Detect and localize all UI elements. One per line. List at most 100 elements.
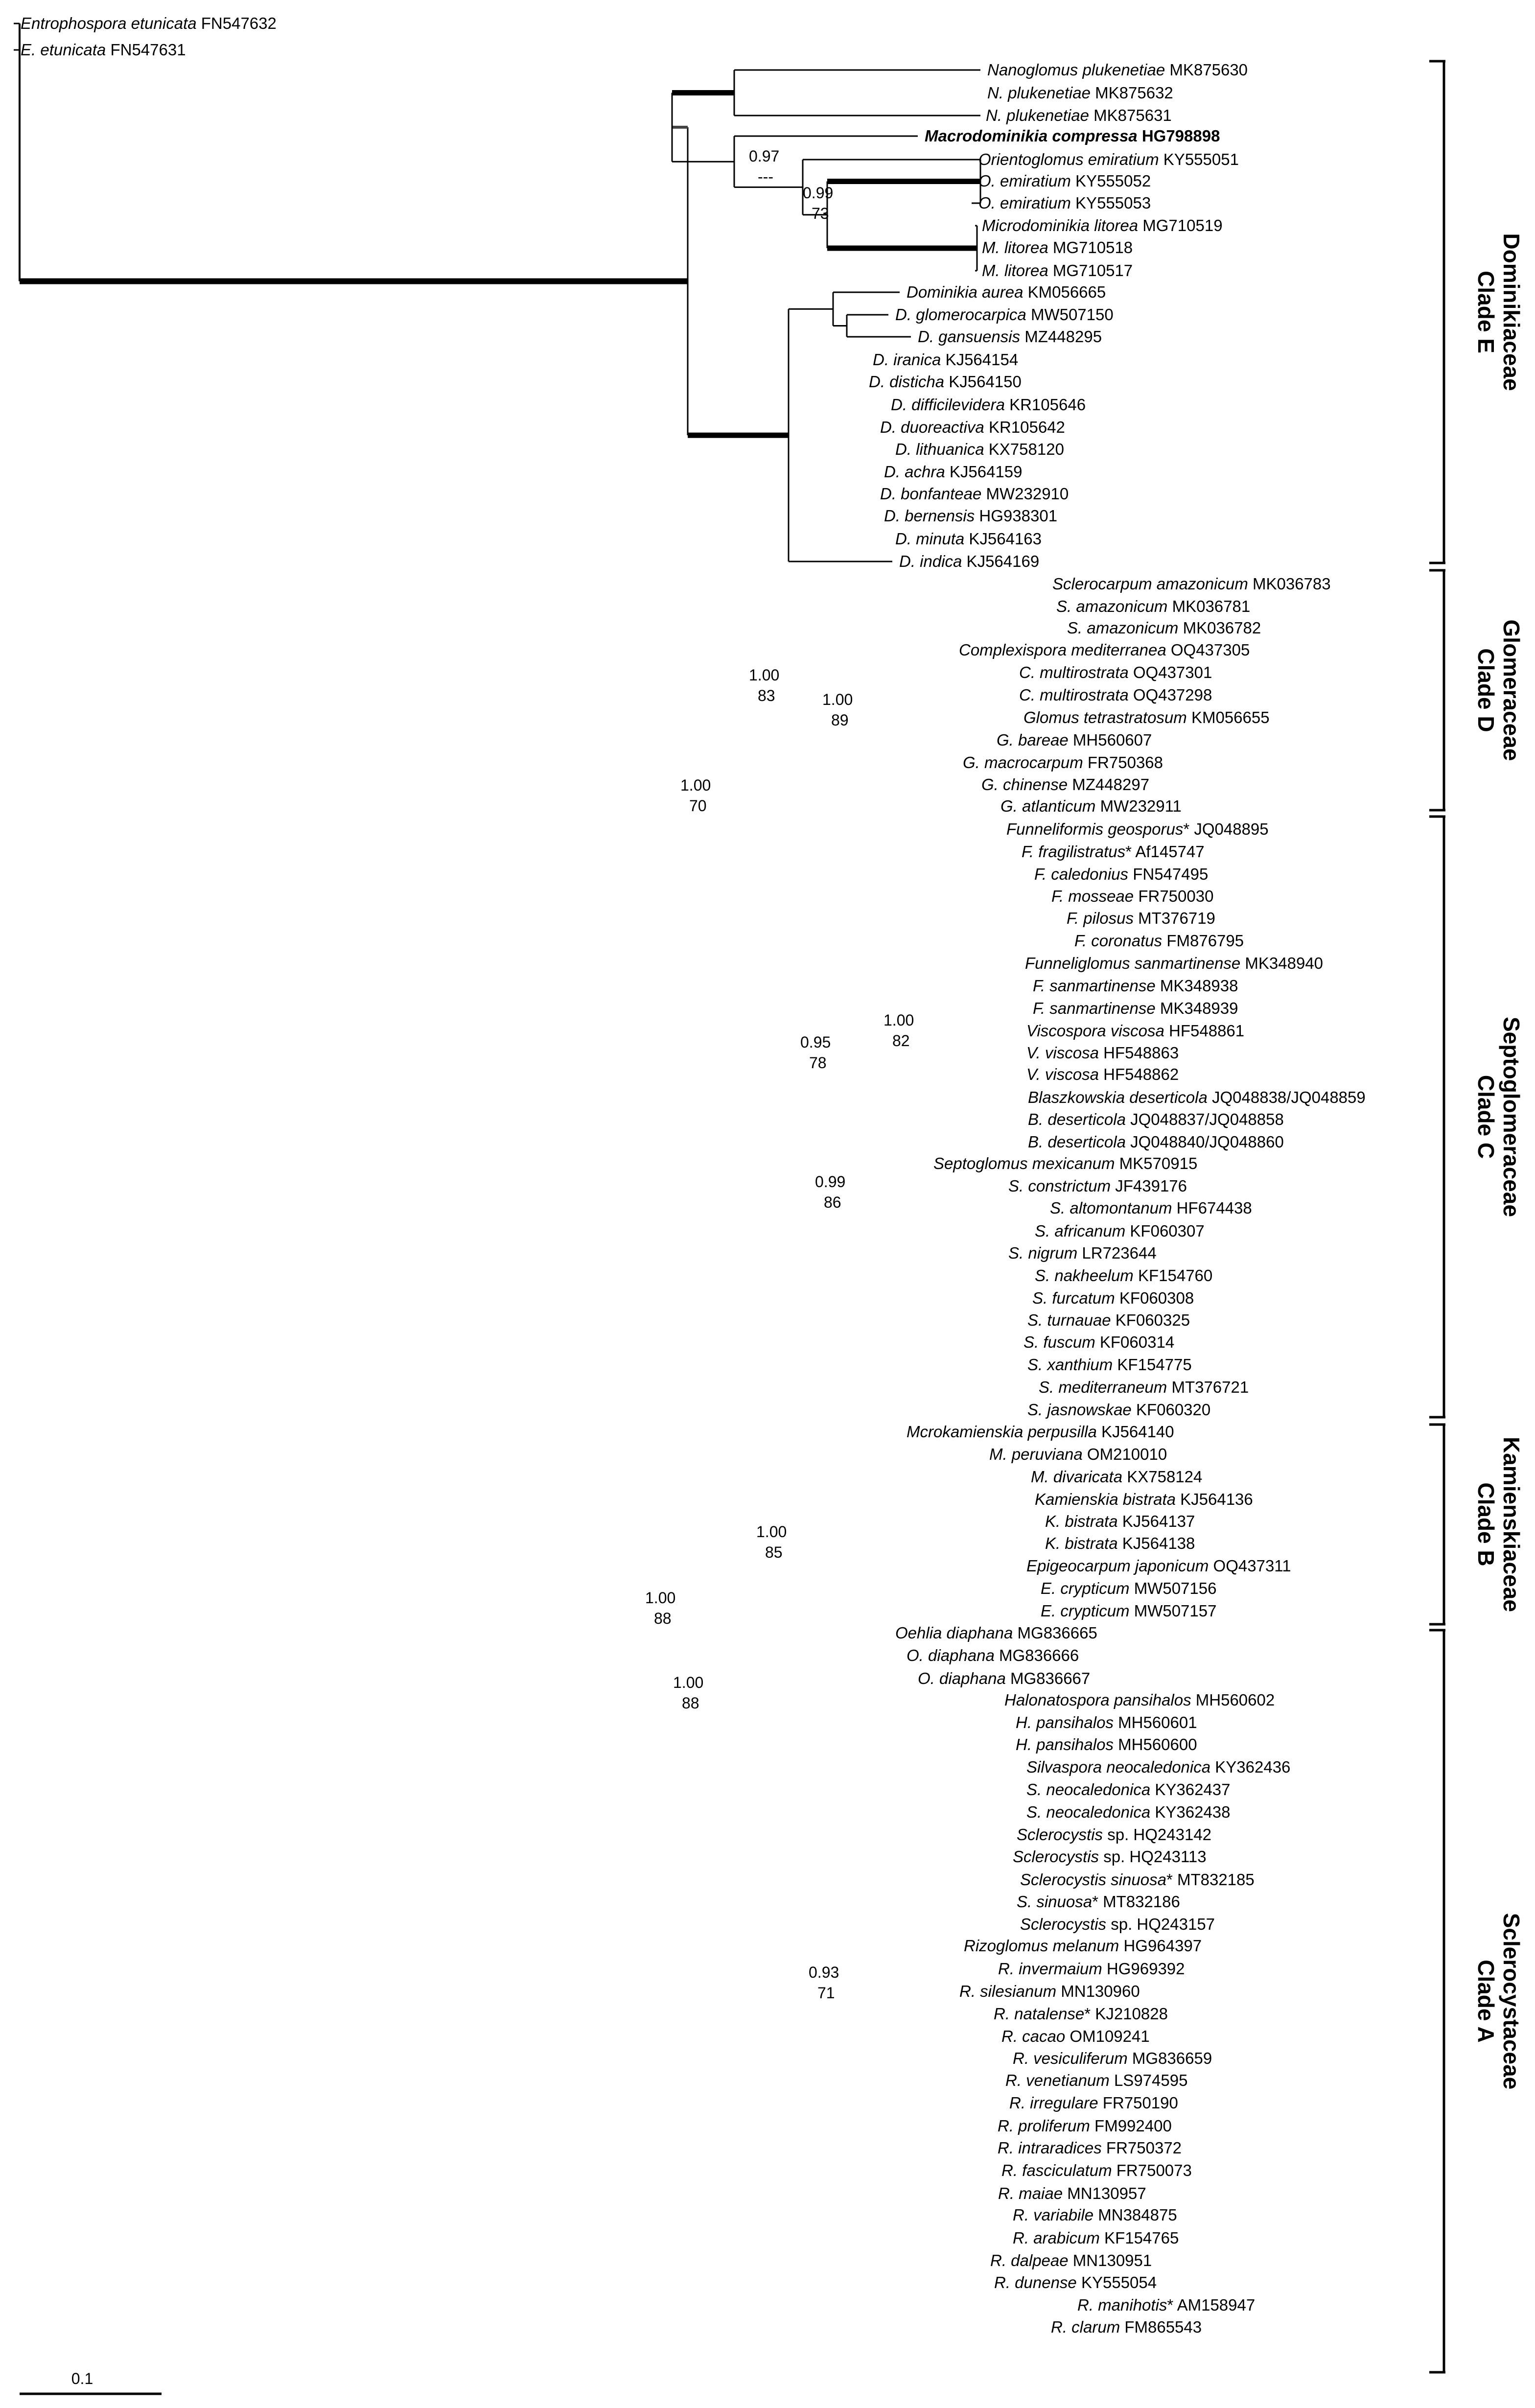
tip-accession: HG969392 bbox=[1102, 1960, 1185, 1978]
tip-taxon: E. crypticum bbox=[1041, 1602, 1130, 1620]
tip-taxon: Orientoglomus emiratium bbox=[978, 150, 1159, 168]
tip-taxon: D. glomerocarpica bbox=[895, 305, 1026, 324]
tip-label: R. cacao OM109241 bbox=[1001, 2027, 1150, 2045]
tip-taxon: R. clarum bbox=[1051, 2318, 1120, 2336]
tip-taxon: M. divaricata bbox=[1031, 1468, 1122, 1486]
tip-taxon: S. turnauae bbox=[1027, 1311, 1111, 1329]
tip-taxon: Microdominikia litorea bbox=[982, 216, 1138, 234]
tip-accession: LR723644 bbox=[1077, 1244, 1156, 1262]
tip-label: Funneliglomus sanmartinense MK348940 bbox=[1025, 954, 1323, 972]
clade-name: Clade A bbox=[1473, 1960, 1499, 2043]
tip-label: D. duoreactiva KR105642 bbox=[880, 418, 1065, 436]
scale-bar: 0.1 bbox=[20, 2370, 162, 2395]
tip-accession: MG836666 bbox=[995, 1646, 1079, 1664]
tip-label: Sclerocystis sp. HQ243142 bbox=[1017, 1825, 1211, 1844]
tip-accession: FR750190 bbox=[1098, 2094, 1178, 2112]
tip-accession: KX758124 bbox=[1122, 1468, 1202, 1486]
tip-label: V. viscosa HF548863 bbox=[1026, 1044, 1179, 1062]
tip-accession: JQ048838/JQ048859 bbox=[1208, 1088, 1366, 1106]
tip-accession: sp. HQ243157 bbox=[1106, 1915, 1215, 1933]
tip-label: S. furcatum KF060308 bbox=[1032, 1289, 1194, 1307]
tip-taxon: Dominikia aurea bbox=[907, 283, 1023, 301]
tip-label: Nanoglomus plukenetiae MK875630 bbox=[987, 61, 1248, 79]
posterior-probability: 1.00 bbox=[756, 1523, 787, 1541]
tip-label: S. amazonicum MK036782 bbox=[1067, 619, 1261, 637]
tip-label: F. coronatus FM876795 bbox=[1074, 932, 1244, 950]
tip-labels: Entrophospora etunicata FN547632 E. etuni… bbox=[21, 14, 1366, 2336]
tip-accession: MW507157 bbox=[1130, 1602, 1217, 1620]
tip-accession: MW232910 bbox=[981, 485, 1069, 503]
tip-taxon: R. dalpeae bbox=[990, 2251, 1069, 2269]
tip-taxon: D. bonfanteae bbox=[880, 485, 981, 503]
tip-accession: MN384875 bbox=[1093, 2206, 1177, 2224]
tip-label: K. bistrata KJ564137 bbox=[1045, 1512, 1195, 1530]
bootstrap-value: 82 bbox=[892, 1032, 910, 1050]
tip-label: R. arabicum KF154765 bbox=[1013, 2229, 1179, 2247]
tip-taxon: Kamienskia bistrata bbox=[1035, 1490, 1176, 1508]
tip-accession: KR105642 bbox=[984, 418, 1065, 436]
tip-taxon: D. disticha bbox=[869, 373, 944, 391]
tip-taxon: R. manihotis bbox=[1077, 2296, 1167, 2314]
tip-accession: KM056655 bbox=[1187, 708, 1270, 726]
tip-label: Dominikia aurea KM056665 bbox=[907, 283, 1106, 301]
tip-taxon: S. furcatum bbox=[1032, 1289, 1115, 1307]
tip-accession: HF674438 bbox=[1172, 1199, 1252, 1217]
tip-taxon: Macrodominikia compressa bbox=[925, 127, 1138, 145]
tip-accession: MG710517 bbox=[1048, 261, 1133, 280]
tip-label: E. crypticum MW507156 bbox=[1041, 1579, 1216, 1597]
tip-accession: MH560600 bbox=[1114, 1735, 1197, 1753]
tip-accession: FN547632 bbox=[197, 14, 277, 32]
tip-accession: MK348940 bbox=[1240, 954, 1323, 972]
tip-taxon: Mcrokamienskia perpusilla bbox=[907, 1423, 1097, 1441]
tip-taxon: S. mediterraneum bbox=[1039, 1378, 1167, 1396]
scale-bar-label: 0.1 bbox=[71, 2370, 93, 2387]
tip-taxon: R. intraradices bbox=[998, 2139, 1102, 2157]
tip-label: R. dalpeae MN130951 bbox=[990, 2251, 1152, 2269]
tip-taxon: D. indica bbox=[899, 552, 962, 570]
tip-accession: OQ437311 bbox=[1209, 1557, 1291, 1575]
tip-taxon: R. variabile bbox=[1013, 2206, 1093, 2224]
tip-label: S. altomontanum HF674438 bbox=[1050, 1199, 1252, 1217]
tip-label: Macrodominikia compressa HG798898 bbox=[925, 127, 1220, 145]
tip-taxon: R. fasciculatum bbox=[1001, 2161, 1112, 2179]
tip-accession: KJ564169 bbox=[962, 552, 1039, 570]
tip-label: R. fasciculatum FR750073 bbox=[1001, 2161, 1192, 2179]
tip-label: R. manihotis* AM158947 bbox=[1077, 2296, 1255, 2314]
tip-taxon: N. plukenetiae bbox=[986, 106, 1089, 124]
tip-label: R. irregulare FR750190 bbox=[1009, 2094, 1178, 2112]
tip-taxon: Funneliformis geosporus bbox=[1006, 820, 1183, 838]
tip-accession: KF060308 bbox=[1115, 1289, 1194, 1307]
tip-taxon: Sclerocystis sinuosa bbox=[1020, 1870, 1166, 1889]
tip-taxon: S. amazonicum bbox=[1056, 597, 1167, 615]
tip-taxon: O. diaphana bbox=[918, 1669, 1006, 1687]
tip-label: D. minuta KJ564163 bbox=[895, 530, 1042, 548]
tip-accession: KF154760 bbox=[1134, 1266, 1212, 1285]
posterior-probability: 1.00 bbox=[749, 666, 779, 684]
tip-accession: sp. HQ243113 bbox=[1099, 1847, 1207, 1866]
posterior-probability: 0.97 bbox=[749, 147, 779, 165]
tip-accession: JQ048840/JQ048860 bbox=[1126, 1133, 1284, 1151]
tip-accession: MG710519 bbox=[1138, 216, 1222, 234]
tip-label: B. deserticola JQ048840/JQ048860 bbox=[1028, 1133, 1284, 1151]
tip-taxon: F. caledonius bbox=[1034, 865, 1128, 883]
tip-accession: KY555053 bbox=[1071, 194, 1151, 212]
tip-taxon: M. peruviana bbox=[989, 1445, 1083, 1463]
tip-taxon: K. bistrata bbox=[1045, 1534, 1118, 1552]
tip-taxon: S. fuscum bbox=[1023, 1333, 1095, 1351]
tip-accession: MW232911 bbox=[1095, 797, 1181, 815]
tip-taxon: R. irregulare bbox=[1009, 2094, 1098, 2112]
tip-accession: LS974595 bbox=[1110, 2071, 1188, 2089]
tip-accession: KY362436 bbox=[1210, 1758, 1290, 1776]
tip-taxon: R. venetianum bbox=[1005, 2071, 1110, 2089]
tip-accession: KJ564137 bbox=[1118, 1512, 1195, 1530]
tip-accession: MH560601 bbox=[1114, 1713, 1197, 1731]
tip-accession: KF060307 bbox=[1125, 1222, 1204, 1240]
tip-taxon: Funneliglomus sanmartinense bbox=[1025, 954, 1240, 972]
tip-label: D. bernensis HG938301 bbox=[884, 507, 1057, 525]
tip-taxon: R. maiae bbox=[998, 2184, 1063, 2202]
tip-taxon: O. emiratium bbox=[978, 194, 1071, 212]
tip-taxon: S. sinuosa bbox=[1017, 1893, 1092, 1911]
tip-taxon: Oehlia diaphana bbox=[895, 1624, 1013, 1642]
tip-accession: KF060325 bbox=[1111, 1311, 1190, 1329]
